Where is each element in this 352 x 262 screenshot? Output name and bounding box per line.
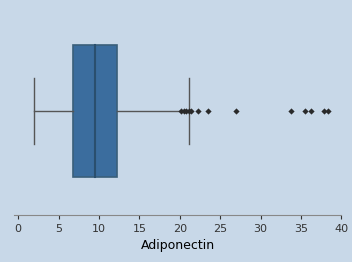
Point: [186, 109, 191, 113]
Point: [183, 109, 189, 113]
Point: [325, 109, 331, 113]
Point: [205, 109, 211, 113]
Point: [302, 109, 308, 113]
Point: [181, 109, 187, 113]
Point: [233, 109, 239, 113]
Bar: [73, 46, 117, 177]
Point: [289, 109, 294, 113]
Point: [178, 109, 184, 113]
Point: [188, 109, 194, 113]
Point: [195, 109, 200, 113]
Point: [308, 109, 314, 113]
X-axis label: Adiponectin: Adiponectin: [141, 239, 215, 252]
Point: [321, 109, 326, 113]
